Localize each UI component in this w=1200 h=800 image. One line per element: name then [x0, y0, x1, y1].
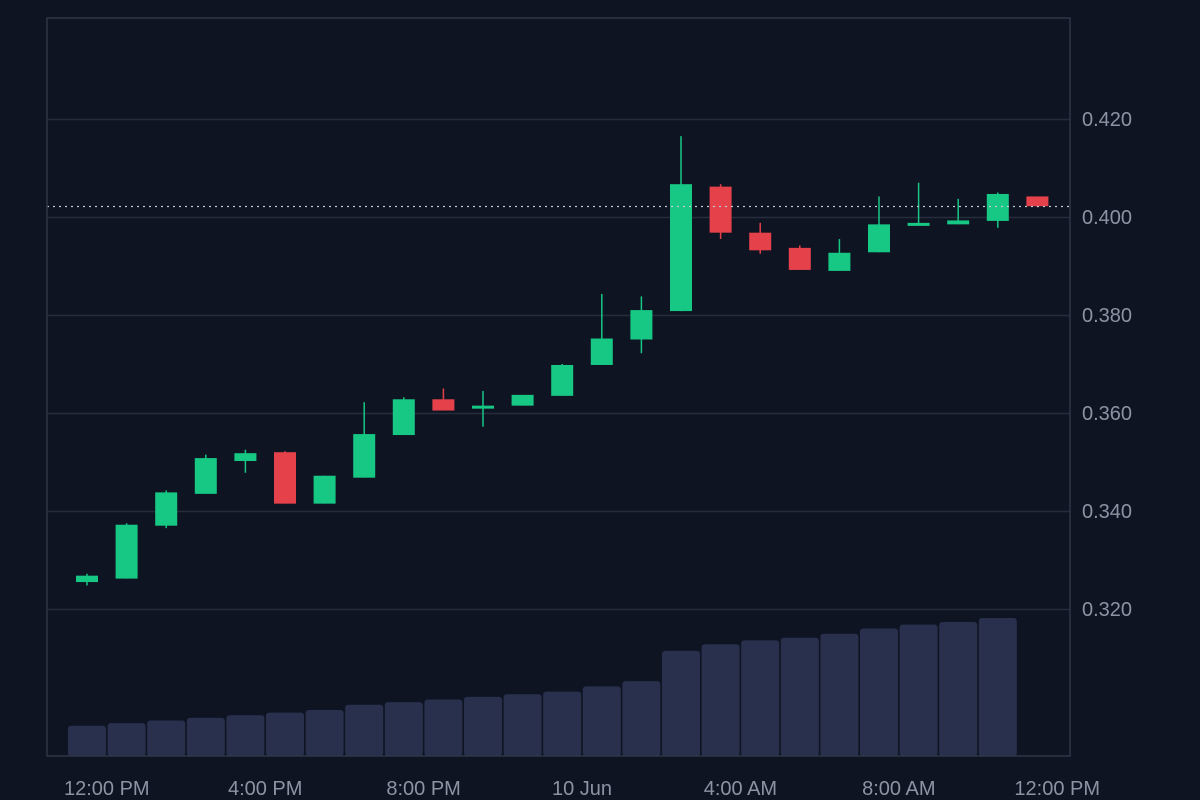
- candle-body: [947, 220, 970, 225]
- candle-up: [392, 397, 415, 436]
- candle-down: [709, 184, 732, 240]
- candle-body: [353, 434, 376, 478]
- candle-up: [76, 573, 98, 586]
- volume-bar: [978, 618, 1017, 756]
- x-tick-label: 8:00 AM: [862, 778, 935, 800]
- candle-down: [749, 222, 772, 254]
- candle-body: [630, 310, 653, 340]
- volume-bar: [305, 710, 344, 756]
- x-tick-label: 4:00 AM: [704, 778, 777, 800]
- volume-bar: [622, 681, 661, 756]
- candle-body: [432, 399, 455, 411]
- x-tick-label: 12:00 PM: [64, 778, 150, 800]
- candle-body: [749, 232, 772, 251]
- candle-up: [234, 449, 257, 473]
- volume-bar: [424, 699, 463, 756]
- volume-bar: [68, 725, 106, 756]
- volume-bar: [503, 694, 542, 756]
- volume-bar: [107, 723, 146, 756]
- y-tick-label: 0.340: [1082, 501, 1132, 523]
- candle-up: [907, 182, 930, 226]
- candles: [76, 136, 1049, 586]
- x-tick-label: 8:00 PM: [386, 778, 460, 800]
- candle-body: [1026, 196, 1049, 207]
- grid-lines: [47, 118, 1070, 611]
- volume-bar: [780, 637, 819, 756]
- volume-bar: [899, 624, 938, 756]
- candle-up: [828, 239, 851, 271]
- candle-up: [353, 402, 376, 478]
- volume-bar: [266, 712, 304, 756]
- candle-up: [986, 192, 1009, 228]
- volume-bar: [147, 720, 186, 756]
- plot-border: [46, 17, 1071, 757]
- volume-bar: [464, 696, 502, 756]
- candle-body: [274, 452, 296, 504]
- candle-up: [511, 394, 534, 406]
- volume-bar: [582, 686, 621, 756]
- candle-body: [709, 186, 732, 233]
- candle-down: [1026, 196, 1049, 208]
- candle-down: [274, 451, 296, 504]
- volume-bar: [543, 691, 582, 756]
- x-tick-label: 12:00 PM: [1014, 778, 1100, 800]
- y-tick-label: 0.360: [1082, 403, 1132, 425]
- y-tick-label: 0.400: [1082, 207, 1132, 229]
- candle-body: [670, 184, 692, 312]
- candle-up: [868, 196, 890, 253]
- y-tick-label: 0.320: [1082, 599, 1132, 621]
- candle-body: [907, 222, 930, 226]
- y-axis-tick-labels: 0.320 0.340 0.360 0.380 0.400 0.420: [1082, 109, 1132, 621]
- candle-up: [670, 136, 692, 312]
- x-tick-label: 4:00 PM: [228, 778, 302, 800]
- candle-up: [947, 198, 970, 225]
- x-tick-label: 10 Jun: [552, 778, 612, 800]
- volume-bar: [384, 702, 423, 756]
- candle-up: [313, 475, 336, 504]
- candle-body: [828, 252, 851, 271]
- candle-body: [234, 453, 257, 462]
- x-axis-tick-labels: 12:00 PM 4:00 PM 8:00 PM 10 Jun 4:00 AM 8:00 …: [64, 778, 1100, 800]
- candle-body: [986, 193, 1009, 221]
- volume-bars: [68, 618, 1017, 756]
- y-tick-label: 0.420: [1082, 109, 1132, 131]
- volume-bar: [345, 704, 384, 756]
- volume-bar: [860, 628, 898, 756]
- candle-body: [392, 399, 415, 436]
- volume-bar: [662, 650, 700, 756]
- candle-body: [313, 475, 336, 504]
- candle-up: [194, 454, 217, 494]
- candle-body: [115, 524, 138, 579]
- candle-down: [432, 388, 455, 411]
- candle-body: [472, 405, 494, 409]
- candle-up: [630, 296, 653, 354]
- candle-body: [511, 394, 534, 406]
- candle-up: [551, 364, 574, 396]
- candle-up: [115, 523, 138, 579]
- candle-body: [868, 224, 890, 253]
- candle-up: [472, 390, 494, 427]
- candle-body: [155, 492, 178, 526]
- volume-bar: [226, 715, 265, 756]
- candle-down: [788, 245, 811, 270]
- candle-body: [194, 458, 217, 494]
- volume-bar: [741, 640, 780, 756]
- volume-bar: [701, 644, 740, 756]
- candle-up: [155, 490, 178, 529]
- candle-up: [590, 293, 613, 365]
- plot-frame: [46, 17, 1071, 757]
- candle-body: [590, 338, 613, 365]
- candle-body: [551, 364, 574, 396]
- volume-bar: [820, 633, 859, 756]
- candle-body: [788, 247, 811, 270]
- volume-bar: [939, 621, 978, 756]
- candle-body: [76, 575, 98, 583]
- y-tick-label: 0.380: [1082, 305, 1132, 327]
- volume-bar: [186, 717, 225, 756]
